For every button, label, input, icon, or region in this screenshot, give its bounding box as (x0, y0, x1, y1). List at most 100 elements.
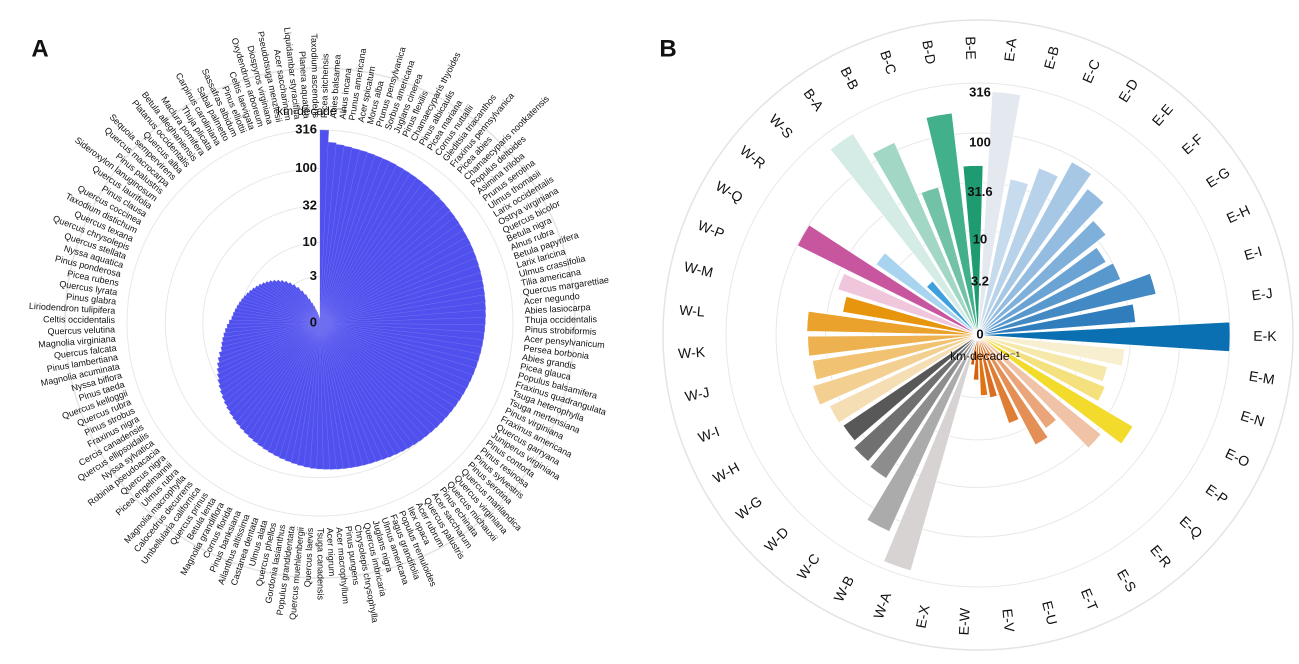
bar (239, 322, 321, 432)
category-label: Thuja occidentalis (525, 314, 598, 325)
bar (319, 322, 463, 401)
bar (842, 334, 979, 442)
bar (872, 142, 979, 336)
bar (257, 322, 321, 448)
bar (254, 285, 321, 324)
bar (869, 334, 979, 479)
bar (229, 322, 321, 417)
category-label: E-F (1179, 131, 1207, 158)
bar (829, 334, 979, 424)
category-label: B-A (801, 85, 828, 114)
category-label: W-A (870, 590, 894, 621)
bar (243, 322, 321, 436)
bar (292, 284, 321, 324)
bar (319, 257, 479, 324)
category-label: B-B (837, 64, 862, 92)
bar (977, 334, 1102, 449)
bar (319, 322, 420, 446)
bar (232, 322, 321, 422)
r-tick-label: 100 (295, 160, 317, 175)
bar (977, 334, 1106, 402)
bar (319, 322, 377, 464)
r-tick-label: 0 (310, 314, 317, 329)
outer-ring (64, 67, 576, 579)
bar (319, 322, 436, 433)
category-label: B-C (877, 48, 900, 76)
bar (837, 273, 979, 336)
bar (977, 167, 1059, 336)
bar (225, 322, 321, 333)
bar (977, 334, 1057, 429)
category-label: Abies lasiocarpa (524, 302, 591, 316)
bar (319, 210, 456, 324)
bar (216, 322, 321, 374)
category-label: E-W (956, 607, 973, 636)
r-tick-label: 32 (303, 197, 317, 212)
bar (264, 281, 321, 324)
bar (219, 322, 321, 396)
bar (319, 177, 424, 324)
category-label: E-N (1239, 407, 1267, 429)
bar (319, 161, 397, 324)
bar (319, 322, 396, 458)
bar (319, 322, 344, 470)
bar (229, 319, 321, 325)
bar (284, 280, 321, 324)
bar (319, 169, 411, 324)
bar (319, 204, 451, 324)
bar (308, 298, 321, 324)
bar (276, 279, 321, 324)
category-label: E-U (1039, 599, 1060, 626)
bar (977, 91, 1021, 336)
category-label: W-I (696, 423, 722, 446)
polar-chart: E-A E-B E-C E-D E-EE-F E-G E-H E-I E-J E-K E-M E-N E… (659, 19, 1294, 651)
bar (977, 334, 998, 399)
category-label: W-H (710, 459, 742, 486)
category-label: E-O (1223, 445, 1252, 470)
bar (319, 158, 390, 324)
r-tick-label: 3.2 (971, 274, 989, 289)
bar (319, 322, 351, 470)
bar (319, 264, 481, 324)
r-tick-label: 316 (969, 84, 991, 99)
bar (853, 334, 979, 462)
bar (926, 280, 979, 336)
bar (319, 294, 486, 324)
outer-ring (662, 19, 1294, 651)
category-label: Planera aquatica (297, 51, 312, 119)
category-label: W-R (737, 142, 769, 172)
category-label: Acer nigrum (325, 528, 337, 577)
category-label: Liriodendron tulipifera (29, 301, 116, 316)
bar (866, 334, 979, 532)
bar (319, 243, 474, 324)
r-tick-label: 10 (303, 234, 317, 249)
bar (220, 322, 321, 352)
bar (280, 279, 321, 324)
bar (319, 198, 446, 324)
r-tick-label: 31.6 (967, 184, 992, 199)
bar (812, 334, 979, 381)
bar (319, 322, 446, 424)
bar (977, 334, 1126, 367)
bar (807, 334, 979, 357)
bar (235, 322, 321, 427)
bar (319, 155, 383, 324)
r-axis-label: km·decade⁻¹ (950, 349, 1020, 363)
bar (806, 310, 979, 336)
bar (319, 302, 486, 324)
bar (319, 322, 431, 438)
category-label: E-K (1253, 328, 1277, 344)
bar (319, 322, 389, 460)
bar (217, 322, 321, 363)
category-label: E-M (1248, 368, 1276, 388)
category-label: E-B (1041, 44, 1063, 71)
r-axis-label: km·decade⁻¹ (277, 104, 347, 118)
bar (300, 290, 321, 324)
category-label: Picea sitchensis (319, 53, 330, 118)
category-label: W-Q (713, 178, 746, 206)
bar (252, 322, 321, 444)
category-label: W-B (830, 573, 857, 604)
bar (883, 334, 979, 572)
